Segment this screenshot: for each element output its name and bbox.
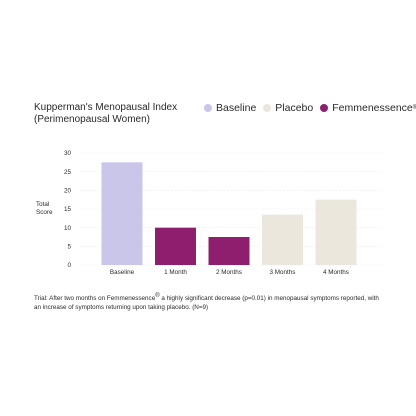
x-tick-label: 4 Months (323, 269, 349, 276)
legend-item-placebo: Placebo (263, 102, 313, 114)
legend-swatch-placebo (263, 104, 272, 112)
y-axis-label-line-1: Total (36, 201, 49, 208)
x-tick-label: 2 Months (216, 269, 242, 276)
footnote-registered-mark: ® (155, 293, 160, 299)
chart-subtitle-line: (Perimenopausal Women) (34, 114, 150, 125)
y-axis-label-line-2: Score (36, 209, 53, 216)
chart-title-line: Kupperman's Menopausal Index (34, 102, 178, 113)
bar-3-months (262, 214, 303, 265)
y-tick-label: 0 (67, 262, 71, 269)
legend-registered-mark: ® (412, 105, 416, 111)
legend-label-placebo: Placebo (275, 102, 314, 114)
x-tick-label: 1 Month (164, 269, 187, 276)
chart-legend: Baseline Placebo Femmenessence ® (204, 102, 416, 114)
bar-1-month (155, 227, 196, 265)
legend-label-femmenessence: Femmenessence (332, 102, 413, 114)
trial-footnote: Trial: After two months on Femmenessence… (34, 292, 386, 312)
chart-title: Kupperman's Menopausal Index (Perimenopa… (34, 102, 177, 126)
footnote-text: a highly significant decrease (p=0.01) i… (34, 295, 379, 312)
y-tick-label: 20 (64, 188, 72, 195)
bar-baseline (101, 162, 143, 265)
y-tick-label: 25 (64, 169, 72, 176)
y-tick-label: 5 (67, 244, 71, 251)
y-tick-label: 30 (64, 150, 72, 157)
bar-2-months (208, 237, 250, 265)
x-tick-label: 3 Months (270, 269, 296, 276)
y-tick-labels: 0 5 10 15 20 25 30 (64, 150, 72, 269)
x-tick-labels: Baseline 1 Month 2 Months 3 Months 4 Months (110, 269, 349, 276)
legend-item-baseline: Baseline (204, 102, 256, 114)
legend-item-femmenessence: Femmenessence ® (320, 102, 416, 114)
y-tick-label: 10 (64, 225, 72, 232)
bar-4-months (315, 199, 357, 265)
legend-swatch-femmenessence (320, 104, 329, 112)
footnote-prefix: Trial: After two months on Femmenessence (34, 295, 156, 303)
bars (101, 162, 357, 265)
x-tick-label: Baseline (110, 269, 135, 276)
legend-label-baseline: Baseline (216, 102, 257, 114)
y-tick-label: 15 (64, 206, 72, 213)
legend-swatch-baseline (204, 104, 212, 112)
